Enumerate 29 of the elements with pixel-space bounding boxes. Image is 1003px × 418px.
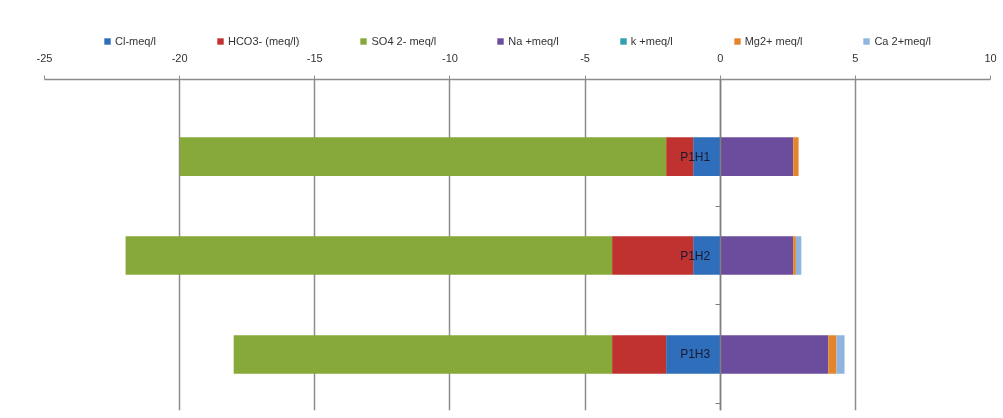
bar bbox=[795, 236, 802, 275]
x-tick-label: -25 bbox=[36, 51, 53, 64]
legend-label: k +meq/l bbox=[630, 35, 673, 47]
bar bbox=[720, 137, 794, 176]
x-tick-label: 10 bbox=[984, 51, 997, 64]
bar bbox=[836, 335, 845, 374]
y-tick-label: P1H3 bbox=[680, 347, 711, 362]
bar bbox=[793, 137, 799, 176]
bar bbox=[125, 236, 613, 275]
bar bbox=[233, 335, 613, 374]
x-tick-label: 5 bbox=[852, 51, 859, 64]
x-tick-label: -15 bbox=[306, 51, 323, 64]
bar bbox=[720, 335, 829, 374]
bar bbox=[828, 335, 837, 374]
legend-label: Cl-meq/l bbox=[115, 35, 156, 47]
bar bbox=[612, 335, 667, 374]
x-tick-label: -5 bbox=[580, 51, 590, 64]
bar bbox=[793, 236, 796, 275]
legend-label: SO4 2- meq/l bbox=[371, 35, 437, 47]
bar bbox=[666, 335, 721, 374]
x-tick-label: 0 bbox=[717, 51, 724, 64]
bar bbox=[179, 137, 667, 176]
legend-label: HCO3- (meq/l) bbox=[227, 35, 300, 47]
x-tick-label: -10 bbox=[441, 51, 458, 64]
x-tick-label: -20 bbox=[171, 51, 188, 64]
legend-label: Mg2+ meq/l bbox=[744, 35, 803, 47]
bar bbox=[720, 236, 794, 275]
legend-label: Ca 2+meq/l bbox=[874, 35, 931, 47]
legend-label: Na +meq/l bbox=[508, 35, 559, 47]
